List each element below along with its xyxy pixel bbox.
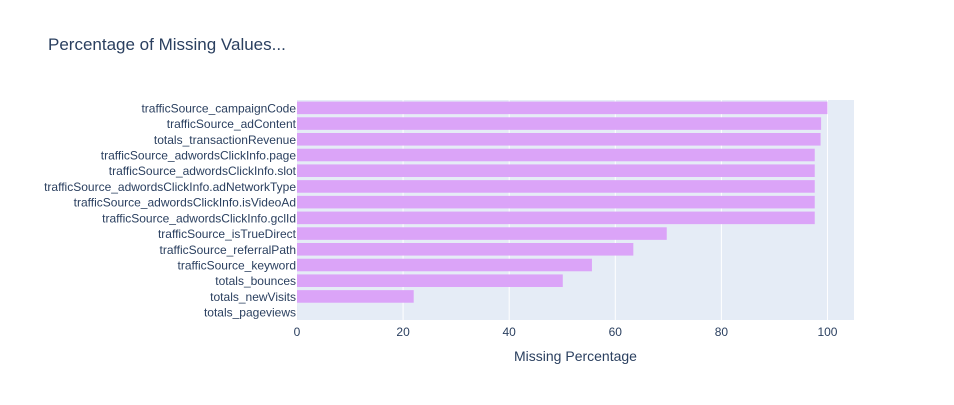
category-label: trafficSource_adwordsClickInfo.gclId	[102, 211, 296, 225]
x-tick-labels: 0 20 40 60 80 100	[294, 325, 838, 339]
bar[interactable]	[297, 180, 815, 193]
category-label: trafficSource_adContent	[167, 117, 297, 131]
category-label: totals_transactionRevenue	[154, 133, 296, 147]
category-label: trafficSource_adwordsClickInfo.slot	[109, 164, 297, 178]
bar[interactable]	[297, 227, 667, 240]
category-label: totals_newVisits	[210, 290, 296, 304]
bar[interactable]	[297, 290, 414, 303]
x-tick-label: 20	[396, 325, 410, 339]
category-label: trafficSource_adwordsClickInfo.adNetwork…	[44, 180, 296, 194]
category-label: totals_pageviews	[204, 306, 296, 320]
category-label: trafficSource_adwordsClickInfo.isVideoAd	[74, 196, 296, 210]
bar[interactable]	[297, 117, 821, 130]
x-tick-label: 40	[503, 325, 517, 339]
x-tick-label: 60	[609, 325, 623, 339]
bar[interactable]	[297, 243, 633, 256]
category-label: trafficSource_referralPath	[159, 243, 296, 257]
category-label: trafficSource_adwordsClickInfo.page	[101, 149, 297, 163]
bar[interactable]	[297, 196, 815, 209]
bar[interactable]	[297, 102, 827, 115]
x-tick-label: 0	[294, 325, 301, 339]
x-tick-label: 80	[715, 325, 729, 339]
category-label: totals_bounces	[215, 274, 296, 288]
chart-title: Percentage of Missing Values...	[48, 35, 286, 54]
bar[interactable]	[297, 164, 815, 177]
x-axis-label: Missing Percentage	[514, 348, 637, 364]
category-label: trafficSource_campaignCode	[141, 101, 296, 115]
category-label: trafficSource_keyword	[178, 259, 297, 273]
bar[interactable]	[297, 149, 815, 162]
x-tick-label: 100	[817, 325, 837, 339]
category-label: trafficSource_isTrueDirect	[158, 227, 297, 241]
bar[interactable]	[297, 212, 815, 225]
bar[interactable]	[297, 274, 563, 287]
bar[interactable]	[297, 259, 592, 272]
category-labels: trafficSource_campaignCode trafficSource_…	[44, 101, 297, 319]
bar[interactable]	[297, 133, 821, 146]
